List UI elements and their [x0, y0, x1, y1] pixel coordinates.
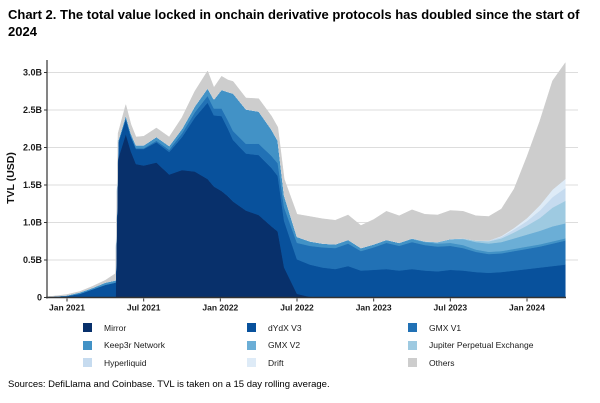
x-tick-label: Jan 2023 [356, 303, 392, 313]
legend-item-drift: Drift [247, 354, 408, 372]
x-tick-label: Jul 2021 [127, 303, 161, 313]
legend-label: Hyperliquid [104, 357, 147, 368]
chart-legend: Mirror Keep3r Network Hyperliquid dYdX V3 GM… [83, 319, 533, 372]
legend-label: Drift [268, 357, 284, 368]
legend-item-jupiter-perpetual-exchange: Jupiter Perpetual Exchange [408, 337, 533, 355]
y-axis-title: TVL (USD) [5, 152, 17, 204]
legend-item-others: Others [408, 354, 533, 372]
source-note: Sources: DefiLlama and Coinbase. TVL is … [8, 379, 330, 390]
legend-label: dYdX V3 [268, 322, 302, 333]
legend-swatch-icon [247, 340, 256, 350]
legend-swatch-icon [247, 358, 256, 368]
y-tick-label: 2.5B [23, 105, 43, 115]
x-tick-label: Jul 2023 [434, 303, 468, 313]
legend-label: GMX V1 [429, 322, 462, 333]
y-tick-label: 0 [37, 293, 42, 303]
legend-swatch-icon [83, 340, 92, 350]
legend-label: Keep3r Network [104, 340, 165, 351]
legend-column: Mirror Keep3r Network Hyperliquid [83, 319, 247, 372]
x-tick-label: Jan 2021 [49, 303, 85, 313]
legend-item-keep3r-network: Keep3r Network [83, 337, 247, 355]
x-tick-label: Jul 2022 [280, 303, 314, 313]
x-tick-label: Jan 2022 [202, 303, 238, 313]
chart-title: Chart 2. The total value locked in oncha… [8, 7, 580, 39]
y-tick-label: 1.0B [23, 218, 43, 228]
y-tick-label: 3.0B [23, 68, 43, 78]
legend-item-dydx-v3: dYdX V3 [247, 319, 408, 337]
y-tick-label: 2.0B [23, 143, 43, 153]
area-others [47, 62, 566, 298]
legend-swatch-icon [408, 358, 417, 368]
legend-swatch-icon [83, 358, 92, 368]
legend-item-mirror: Mirror [83, 319, 247, 337]
legend-label: GMX V2 [268, 340, 301, 351]
y-tick-label: 0.5B [23, 255, 43, 265]
legend-item-gmx-v1: GMX V1 [408, 319, 533, 337]
legend-item-hyperliquid: Hyperliquid [83, 354, 247, 372]
legend-column: GMX V1 Jupiter Perpetual Exchange Others [408, 319, 533, 372]
legend-label: Others [429, 357, 455, 368]
legend-swatch-icon [408, 340, 417, 350]
legend-label: Mirror [104, 322, 127, 333]
legend-swatch-icon [83, 323, 92, 333]
legend-label: Jupiter Perpetual Exchange [429, 340, 534, 351]
legend-swatch-icon [247, 323, 256, 333]
x-tick-label: Jan 2024 [509, 303, 545, 313]
y-tick-label: 1.5B [23, 180, 43, 190]
legend-item-gmx-v2: GMX V2 [247, 337, 408, 355]
legend-column: dYdX V3 GMX V2 Drift [247, 319, 408, 372]
legend-swatch-icon [408, 323, 417, 333]
